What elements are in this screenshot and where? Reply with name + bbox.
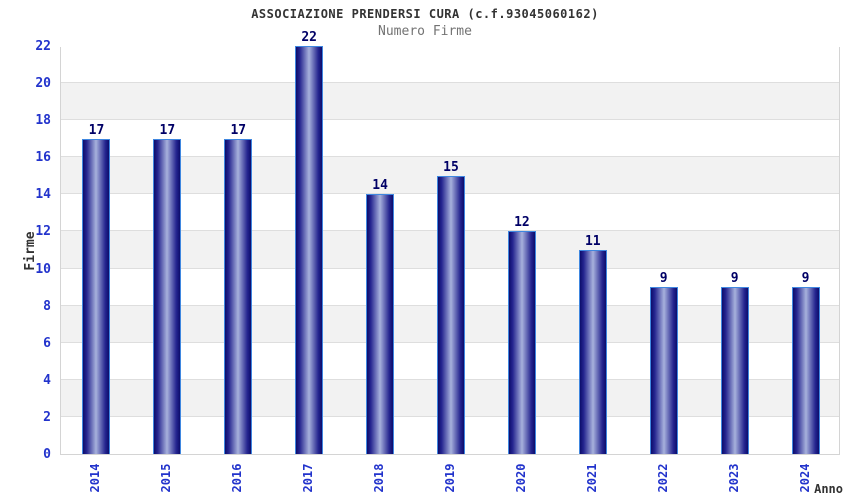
y-tick-label: 2 (43, 409, 51, 425)
x-tick-label: 2014 (88, 463, 103, 493)
x-tick-label: 2024 (797, 463, 812, 493)
chart-subtitle: Numero Firme (378, 24, 472, 39)
bar (507, 231, 536, 454)
bar-value-label: 9 (659, 271, 668, 287)
x-tick-label: 2016 (230, 463, 245, 493)
bar (578, 250, 607, 454)
x-tick-label: 2020 (513, 463, 528, 493)
x-tick-label: 2023 (726, 463, 741, 493)
x-tick-label: 2015 (159, 463, 174, 493)
x-tick-label: 2018 (372, 463, 387, 493)
y-tick-label: 10 (35, 261, 51, 277)
x-axis-labels: 2014 2015 2016 2017 2018 2019 2020 2021 2022 2023… (60, 455, 840, 500)
gray-band (61, 83, 839, 121)
y-tick-label: 20 (35, 76, 51, 92)
bar (82, 138, 111, 454)
bar-value-label: 17 (159, 122, 176, 138)
bar-value-label: 14 (372, 178, 388, 194)
bar (295, 46, 324, 454)
bar (437, 175, 465, 454)
chart-title: ASSOCIAZIONE PRENDERSI CURA (c.f.9304506… (251, 7, 599, 21)
bar (366, 194, 395, 454)
x-tick-label: 2017 (301, 463, 316, 493)
bar-value-label: 22 (301, 30, 317, 45)
bar (649, 287, 678, 454)
bar-value-label: 17 (230, 122, 247, 138)
bar (791, 287, 820, 454)
x-tick-label: 2022 (655, 463, 670, 493)
y-tick-label: 4 (43, 372, 51, 388)
y-tick-label: 6 (43, 335, 51, 351)
bars-layer: 17 17 17 22 14 15 12 11 9 9 9 (61, 30, 839, 454)
y-tick-label: 22 (35, 39, 51, 54)
gridline (61, 119, 839, 121)
white-band (61, 120, 839, 158)
bar (153, 138, 182, 454)
gridline (61, 156, 839, 158)
y-tick-label: 16 (35, 150, 51, 166)
bar-value-label: 11 (584, 234, 601, 249)
x-axis-title: Anno (814, 482, 843, 496)
y-tick-label: 18 (35, 113, 51, 129)
bar (224, 138, 253, 454)
bar (720, 287, 749, 454)
gridline (61, 82, 839, 84)
y-tick-label: 0 (43, 447, 51, 462)
white-band (61, 46, 839, 84)
y-tick-label: 14 (35, 187, 51, 203)
bar-value-label: 9 (801, 271, 810, 287)
x-tick-label: 2019 (443, 463, 457, 493)
x-tick-label: 2021 (584, 463, 599, 493)
plot-area: 17 17 17 22 14 15 12 11 9 9 9 (60, 30, 840, 455)
bar-value-label: 9 (730, 271, 739, 287)
bar-value-label: 15 (443, 159, 459, 175)
y-axis-ticks: 0 2 4 6 8 10 12 14 16 18 20 22 (0, 40, 51, 462)
bar-value-label: 17 (88, 122, 105, 138)
y-tick-label: 8 (43, 298, 51, 314)
y-tick-label: 12 (35, 224, 51, 240)
bar-value-label: 12 (514, 215, 530, 231)
